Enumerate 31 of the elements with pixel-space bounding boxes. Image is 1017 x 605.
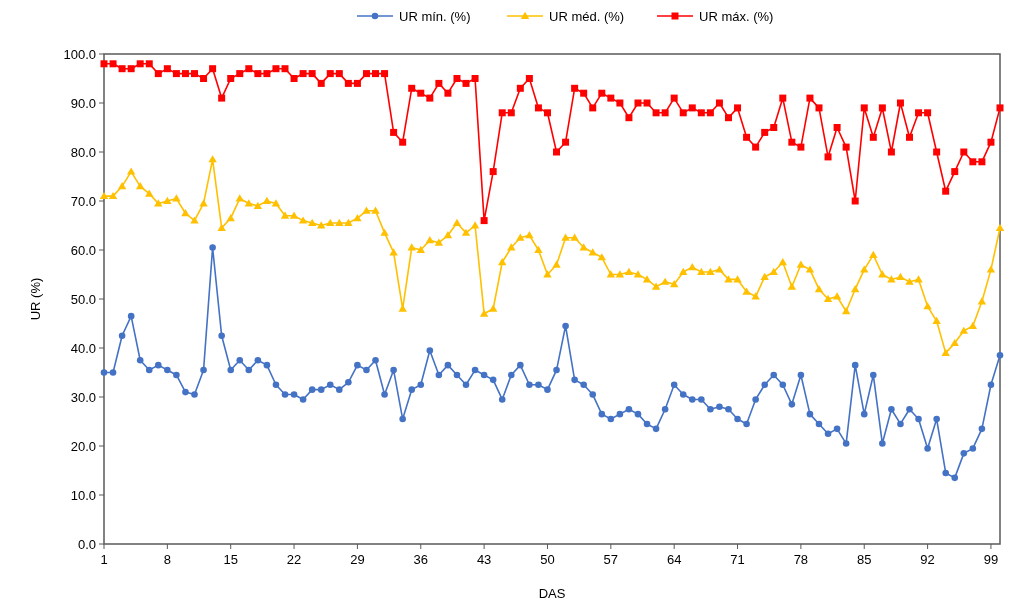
y-tick-label: 60.0 (70, 242, 96, 258)
legend-label: UR mín. (%) (399, 8, 471, 24)
y-tick-label: 10.0 (70, 487, 96, 503)
x-tick-label: 64 (666, 552, 682, 567)
x-tick-label: 29 (350, 552, 365, 567)
x-tick-label: 8 (163, 552, 171, 567)
x-tick-label: 99 (983, 552, 999, 567)
x-tick-label: 92 (920, 552, 935, 567)
y-tick-label: 0.0 (77, 536, 96, 552)
y-tick-label: 80.0 (70, 144, 96, 160)
x-tick-label: 36 (413, 552, 428, 567)
x-tick-label: 1 (100, 552, 108, 567)
y-tick-label: 30.0 (70, 389, 96, 405)
x-tick-label: 85 (857, 552, 872, 567)
y-tick-label: 20.0 (70, 438, 96, 454)
legend-label: UR máx. (%) (699, 8, 774, 24)
x-tick-label: 57 (603, 552, 619, 567)
legend-label: UR méd. (%) (549, 8, 625, 24)
x-tick-label: 43 (476, 552, 492, 567)
x-tick-label: 71 (730, 552, 745, 567)
y-tick-label: 50.0 (70, 291, 96, 307)
x-axis-title: DAS (538, 586, 566, 601)
y-tick-label: 40.0 (70, 340, 96, 356)
y-axis-title: UR (%) (28, 277, 43, 321)
y-tick-label: 70.0 (70, 193, 96, 209)
y-tick-label: 90.0 (70, 95, 96, 111)
x-tick-label: 78 (793, 552, 809, 567)
x-tick-label: 50 (540, 552, 555, 567)
x-tick-label: 15 (223, 552, 238, 567)
y-tick-label: 100.0 (63, 46, 96, 62)
x-tick-label: 22 (286, 552, 302, 567)
